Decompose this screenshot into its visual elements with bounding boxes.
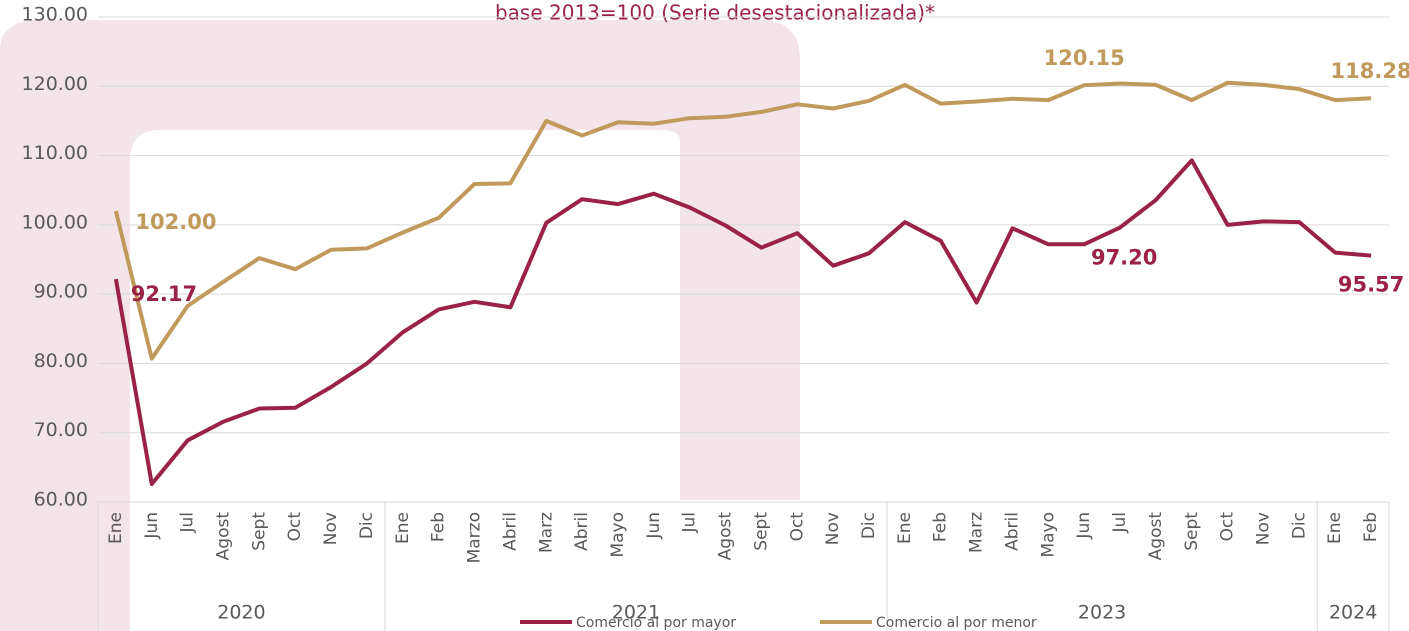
x-tick-label: Feb <box>429 512 449 542</box>
x-tick-label: Oct <box>1218 512 1238 542</box>
data-label: 118.28 <box>1331 59 1409 83</box>
x-tick-label: Ene <box>895 512 915 544</box>
y-tick-label: 130.00 <box>22 4 88 26</box>
x-tick-label: Oct <box>285 512 305 542</box>
data-label: 92.17 <box>131 282 197 306</box>
x-tick-label: Mayo <box>1038 512 1058 558</box>
group-label: 2020 <box>217 602 265 624</box>
chart: base 2013=100 (Serie desestacionalizada)… <box>0 0 1409 631</box>
x-tick-label: Dic <box>859 512 879 539</box>
x-tick-label: Feb <box>931 512 951 542</box>
x-tick-label: Jun <box>142 512 162 540</box>
y-tick-label: 60.00 <box>34 489 88 511</box>
x-tick-label: Agost <box>1146 512 1166 561</box>
y-tick-label: 100.00 <box>22 211 88 233</box>
data-label: 97.20 <box>1091 245 1157 269</box>
x-tick-label: Nov <box>321 512 341 545</box>
x-tick-label: Marzo <box>465 512 485 563</box>
group-label: 2024 <box>1329 602 1377 624</box>
x-tick-label: Sept <box>751 512 771 551</box>
y-tick-label: 90.00 <box>34 281 88 303</box>
x-tick-label: Abril <box>1002 512 1022 551</box>
x-tick-label: Mayo <box>608 512 628 558</box>
x-tick-label: Jul <box>178 512 198 534</box>
x-tick-label: Marz <box>536 512 556 553</box>
y-tick-label: 120.00 <box>22 73 88 95</box>
x-tick-label: Agost <box>716 512 736 561</box>
data-label: 95.57 <box>1338 273 1404 297</box>
x-tick-label: Abril <box>500 512 520 551</box>
x-tick-label: Sept <box>1182 512 1202 551</box>
x-tick-label: Ene <box>393 512 413 544</box>
y-tick-label: 110.00 <box>22 142 88 164</box>
x-tick-label: Marz <box>967 512 987 553</box>
x-tick-label: Feb <box>1361 512 1381 542</box>
x-tick-label: Ene <box>106 512 126 544</box>
x-tick-label: Sept <box>249 512 269 551</box>
x-tick-label: Ene <box>1325 512 1345 544</box>
x-tick-label: Oct <box>787 512 807 542</box>
data-label: 120.15 <box>1044 46 1125 70</box>
group-label: 2023 <box>1078 602 1126 624</box>
x-tick-label: Agost <box>214 512 234 561</box>
data-label: 102.00 <box>135 210 216 234</box>
x-tick-label: Jul <box>680 512 700 534</box>
x-tick-label: Dic <box>1289 512 1309 539</box>
chart-title: base 2013=100 (Serie desestacionalizada)… <box>495 1 935 25</box>
x-tick-label: Jun <box>644 512 664 540</box>
x-tick-label: Jun <box>1074 512 1094 540</box>
x-tick-label: Nov <box>823 512 843 545</box>
y-tick-label: 80.00 <box>34 350 88 372</box>
x-tick-label: Jul <box>1110 512 1130 534</box>
legend-label: Comercio al por mayor <box>576 615 736 631</box>
legend-label: Comercio al por menor <box>876 615 1037 631</box>
x-tick-label: Nov <box>1253 512 1273 545</box>
y-tick-label: 70.00 <box>34 419 88 441</box>
x-tick-label: Dic <box>357 512 377 539</box>
x-tick-label: Abril <box>572 512 592 551</box>
